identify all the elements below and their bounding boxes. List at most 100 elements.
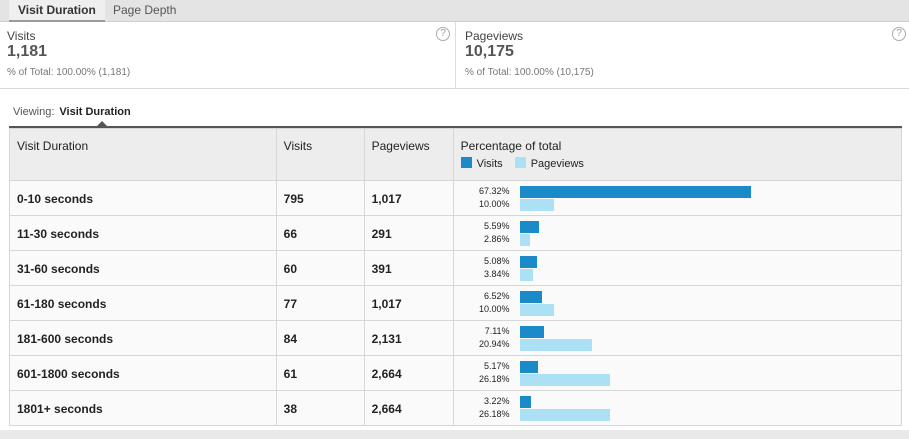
pageviews-percentage-row: 2.86% <box>454 233 901 246</box>
pageviews-bar <box>519 339 592 351</box>
pageviews-percentage-label: 10.00% <box>479 199 510 209</box>
row-pageviews-value: 2,131 <box>363 320 454 356</box>
row-duration-label[interactable]: 11-30 seconds <box>9 215 277 251</box>
row-percentage-cell: 5.08% 3.84% <box>452 250 903 286</box>
row-duration-label[interactable]: 0-10 seconds <box>9 180 277 216</box>
visits-bar <box>519 221 539 233</box>
visits-percentage-label: 6.52% <box>484 291 510 301</box>
row-visits-value: 61 <box>275 355 365 391</box>
row-duration-label[interactable]: 31-60 seconds <box>9 250 277 286</box>
pageviews-bar <box>519 234 530 246</box>
scorecard-percent-total: % of Total: 100.00% (1,181) <box>7 67 131 78</box>
help-icon[interactable]: ? <box>892 27 906 41</box>
legend-visits-swatch <box>460 157 472 168</box>
pageviews-percentage-row: 20.94% <box>454 338 901 351</box>
pageviews-percentage-label: 26.18% <box>479 374 510 384</box>
selected-caret-icon <box>96 121 108 127</box>
viewing-label: Viewing: <box>13 106 55 118</box>
report-tab-bar: Visit Duration Page Depth <box>0 0 909 22</box>
row-pageviews-value: 391 <box>363 250 454 286</box>
visits-percentage-label: 7.11% <box>484 326 510 336</box>
visits-percentage-label: 5.08% <box>484 256 510 266</box>
visits-percentage-row: 67.32% <box>454 185 901 198</box>
tab-page-depth[interactable]: Page Depth <box>113 3 177 17</box>
visits-bar <box>519 186 751 198</box>
column-header-visits[interactable]: Visits <box>275 128 365 181</box>
visit-duration-table: Visit Duration Visits Pageviews Percenta… <box>9 128 903 426</box>
pageviews-percentage-row: 3.84% <box>454 268 901 281</box>
pageviews-bar <box>519 374 610 386</box>
row-percentage-cell: 5.17% 26.18% <box>452 355 903 391</box>
legend-visits-label: Visits <box>476 158 503 170</box>
visits-bar <box>519 396 531 408</box>
legend-pageviews-label: Pageviews <box>530 158 584 170</box>
pageviews-percentage-label: 2.86% <box>484 234 510 244</box>
table-row: 0-10 seconds 795 1,017 67.32% 10.00% <box>9 180 903 216</box>
column-header-pageviews[interactable]: Pageviews <box>363 128 454 181</box>
viewing-selector: Viewing: Visit Duration <box>13 106 131 118</box>
visits-percentage-row: 5.08% <box>454 255 901 268</box>
row-percentage-cell: 67.32% 10.00% <box>452 180 903 216</box>
pageviews-bar <box>519 304 554 316</box>
visits-percentage-label: 5.17% <box>484 361 510 371</box>
viewing-selected[interactable]: Visit Duration <box>59 106 131 118</box>
pageviews-percentage-label: 26.18% <box>479 409 510 419</box>
row-pageviews-value: 291 <box>363 215 454 251</box>
row-pageviews-value: 1,017 <box>363 285 454 321</box>
visits-percentage-row: 3.22% <box>454 395 901 408</box>
row-pageviews-value: 1,017 <box>363 180 454 216</box>
scorecard-label: Pageviews <box>465 29 524 43</box>
pageviews-bar <box>519 409 610 421</box>
legend-pageviews-swatch <box>514 157 526 168</box>
row-percentage-cell: 5.59% 2.86% <box>452 215 903 251</box>
visits-percentage-row: 5.17% <box>454 360 901 373</box>
table-header-row: Visit Duration Visits Pageviews Percenta… <box>9 128 903 181</box>
scorecard-strip: Visits 1,181 % of Total: 100.00% (1,181)… <box>0 22 909 89</box>
scorecard-value: 10,175 <box>465 43 514 60</box>
row-pageviews-value: 2,664 <box>363 355 454 391</box>
visits-percentage-label: 67.32% <box>479 186 510 196</box>
visits-percentage-row: 6.52% <box>454 290 901 303</box>
pageviews-percentage-label: 20.94% <box>479 339 510 349</box>
row-duration-label[interactable]: 601-1800 seconds <box>9 355 277 391</box>
row-duration-label[interactable]: 181-600 seconds <box>9 320 277 356</box>
pageviews-bar <box>519 199 554 211</box>
visits-percentage-row: 5.59% <box>454 220 901 233</box>
row-visits-value: 84 <box>275 320 365 356</box>
visits-bar <box>519 256 537 268</box>
visits-bar <box>519 326 544 338</box>
scorecard-visits: Visits 1,181 % of Total: 100.00% (1,181)… <box>0 22 456 88</box>
pageviews-percentage-row: 10.00% <box>454 198 901 211</box>
row-duration-label[interactable]: 61-180 seconds <box>9 285 277 321</box>
bottom-strip <box>0 430 909 439</box>
viewing-divider <box>9 126 902 128</box>
visits-bar <box>519 291 542 303</box>
row-pageviews-value: 2,664 <box>363 390 454 426</box>
pageviews-bar <box>519 269 533 281</box>
pageviews-percentage-label: 3.84% <box>484 269 510 279</box>
scorecard-label: Visits <box>7 29 36 43</box>
tab-visit-duration[interactable]: Visit Duration <box>9 0 105 22</box>
chart-legend: Visits Pageviews <box>460 157 894 170</box>
help-icon[interactable]: ? <box>436 27 450 41</box>
column-header-percentage: Percentage of total Visits Pageviews <box>452 128 903 181</box>
table-row: 31-60 seconds 60 391 5.08% 3.84% <box>9 250 903 286</box>
row-duration-label[interactable]: 1801+ seconds <box>9 390 277 426</box>
visits-percentage-label: 5.59% <box>484 221 510 231</box>
row-percentage-cell: 3.22% 26.18% <box>452 390 903 426</box>
pageviews-percentage-row: 26.18% <box>454 373 901 386</box>
table-row: 11-30 seconds 66 291 5.59% 2.86% <box>9 215 903 251</box>
column-header-visit-duration[interactable]: Visit Duration <box>9 128 277 181</box>
scorecard-value: 1,181 <box>7 43 48 60</box>
pageviews-percentage-row: 10.00% <box>454 303 901 316</box>
percentage-header-label: Percentage of total <box>460 139 562 153</box>
row-visits-value: 795 <box>275 180 365 216</box>
pageviews-percentage-row: 26.18% <box>454 408 901 421</box>
visits-percentage-row: 7.11% <box>454 325 901 338</box>
scorecard-percent-total: % of Total: 100.00% (10,175) <box>465 67 594 78</box>
row-visits-value: 77 <box>275 285 365 321</box>
pageviews-percentage-label: 10.00% <box>479 304 510 314</box>
row-visits-value: 60 <box>275 250 365 286</box>
row-visits-value: 66 <box>275 215 365 251</box>
row-percentage-cell: 7.11% 20.94% <box>452 320 903 356</box>
